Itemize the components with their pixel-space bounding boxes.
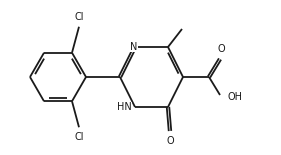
Text: Cl: Cl [74, 12, 84, 22]
Text: HN: HN [117, 102, 132, 112]
Text: O: O [166, 136, 174, 146]
Text: N: N [130, 42, 138, 52]
Text: O: O [217, 44, 225, 54]
Text: Cl: Cl [74, 132, 84, 142]
Text: OH: OH [228, 92, 243, 102]
